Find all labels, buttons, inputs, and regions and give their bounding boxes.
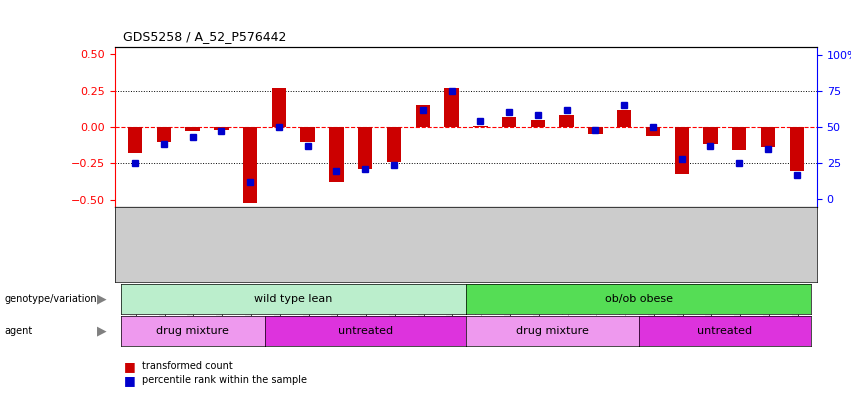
Bar bbox=[358, 127, 373, 169]
Bar bbox=[588, 127, 603, 134]
Text: percentile rank within the sample: percentile rank within the sample bbox=[142, 375, 307, 385]
Text: transformed count: transformed count bbox=[142, 362, 233, 371]
Bar bbox=[703, 127, 717, 145]
Bar bbox=[300, 127, 315, 141]
Bar bbox=[617, 110, 631, 127]
Bar bbox=[761, 127, 775, 147]
Bar bbox=[243, 127, 257, 203]
Text: agent: agent bbox=[4, 326, 32, 336]
Text: genotype/variation: genotype/variation bbox=[4, 294, 97, 304]
Bar bbox=[329, 127, 344, 182]
Text: ▶: ▶ bbox=[97, 292, 106, 305]
Bar bbox=[646, 127, 660, 136]
Text: drug mixture: drug mixture bbox=[156, 326, 229, 336]
Text: GDS5258 / A_52_P576442: GDS5258 / A_52_P576442 bbox=[123, 30, 287, 43]
Text: ob/ob obese: ob/ob obese bbox=[604, 294, 672, 304]
Text: drug mixture: drug mixture bbox=[516, 326, 589, 336]
Text: ▶: ▶ bbox=[97, 325, 106, 338]
Bar bbox=[531, 120, 545, 127]
Bar bbox=[387, 127, 401, 162]
Bar bbox=[271, 88, 286, 127]
Bar bbox=[415, 105, 430, 127]
Bar bbox=[444, 88, 459, 127]
Bar bbox=[214, 127, 229, 130]
Bar bbox=[559, 116, 574, 127]
Bar bbox=[157, 127, 171, 141]
Text: untreated: untreated bbox=[697, 326, 752, 336]
Bar bbox=[186, 127, 200, 131]
Text: untreated: untreated bbox=[338, 326, 393, 336]
Bar bbox=[790, 127, 804, 171]
Text: ■: ■ bbox=[123, 360, 135, 373]
Bar bbox=[473, 125, 488, 127]
Bar bbox=[502, 117, 517, 127]
Bar bbox=[128, 127, 142, 153]
Text: wild type lean: wild type lean bbox=[254, 294, 333, 304]
Bar bbox=[675, 127, 689, 174]
Text: ■: ■ bbox=[123, 374, 135, 387]
Bar bbox=[732, 127, 746, 150]
